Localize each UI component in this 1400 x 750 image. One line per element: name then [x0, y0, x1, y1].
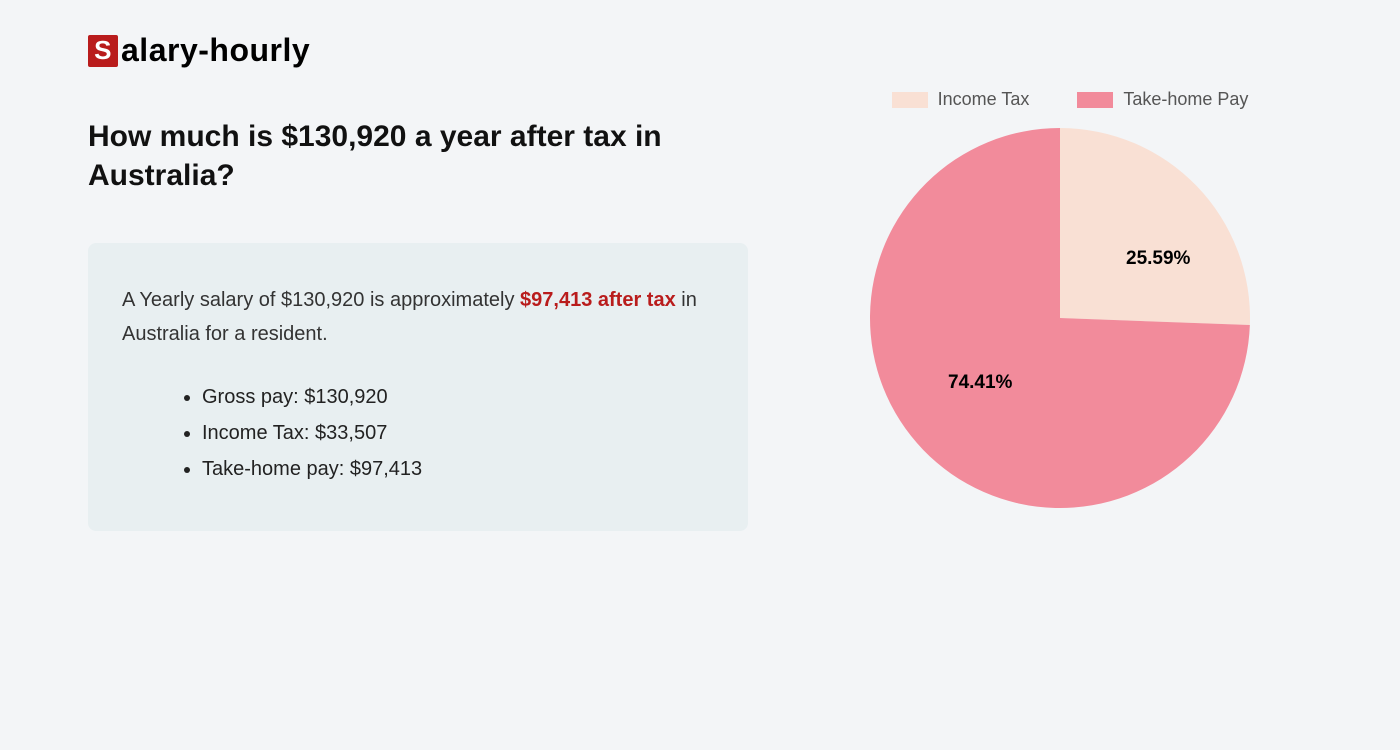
page-root: S alary-hourly How much is $130,920 a ye… [0, 0, 1400, 531]
pie-svg [870, 128, 1250, 508]
summary-text: A Yearly salary of $130,920 is approxima… [122, 283, 714, 351]
breakdown-list: Gross pay: $130,920 Income Tax: $33,507 … [122, 379, 714, 487]
list-item: Gross pay: $130,920 [202, 379, 714, 415]
pie-chart: 25.59% 74.41% [870, 128, 1250, 508]
list-item: Income Tax: $33,507 [202, 415, 714, 451]
logo-text: alary-hourly [121, 32, 310, 69]
left-column: How much is $130,920 a year after tax in… [88, 117, 748, 531]
content-row: How much is $130,920 a year after tax in… [88, 117, 1312, 531]
slice-label-income-tax: 25.59% [1126, 248, 1190, 270]
legend-label: Income Tax [938, 89, 1030, 110]
site-logo: S alary-hourly [88, 32, 1312, 69]
legend-swatch [892, 92, 928, 108]
page-title: How much is $130,920 a year after tax in… [88, 117, 748, 195]
legend-label: Take-home Pay [1123, 89, 1248, 110]
list-item: Take-home pay: $97,413 [202, 451, 714, 487]
right-column: Income Tax Take-home Pay 25.59% 74.41% [808, 89, 1312, 531]
slice-label-take-home: 74.41% [948, 372, 1012, 394]
legend-item-take-home: Take-home Pay [1077, 89, 1248, 110]
summary-highlight: $97,413 after tax [520, 289, 676, 311]
summary-box: A Yearly salary of $130,920 is approxima… [88, 243, 748, 531]
legend-swatch [1077, 92, 1113, 108]
legend-item-income-tax: Income Tax [892, 89, 1030, 110]
chart-legend: Income Tax Take-home Pay [892, 89, 1249, 110]
logo-badge: S [88, 35, 118, 67]
summary-prefix: A Yearly salary of $130,920 is approxima… [122, 289, 520, 311]
